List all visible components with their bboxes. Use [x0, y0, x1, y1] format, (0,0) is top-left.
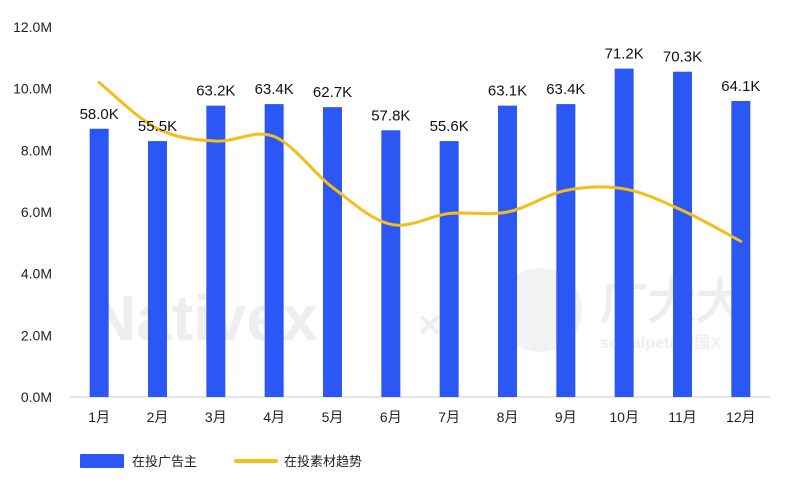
- bar: [498, 105, 517, 397]
- x-tick-label: 4月: [263, 409, 285, 425]
- x-tick-label: 11月: [668, 409, 697, 425]
- bar: [439, 141, 459, 397]
- bar: [614, 68, 634, 397]
- bar: [673, 71, 692, 397]
- y-tick-label: 0.0M: [21, 389, 52, 405]
- bar: [556, 104, 576, 397]
- bar: [381, 130, 401, 397]
- x-tick-label: 7月: [438, 409, 460, 425]
- x-tick-label: 8月: [497, 409, 519, 425]
- y-tick-label: 4.0M: [21, 266, 52, 282]
- bar-data-label: 63.4K: [546, 81, 585, 98]
- data-labels: 58.0K 55.5K 63.2K 63.4K 62.7K 57.8K 55.6K 63.1K…: [80, 46, 761, 135]
- legend-swatch-bar: [80, 454, 124, 468]
- bar: [323, 107, 342, 398]
- watermark-left: Nativex: [90, 282, 318, 354]
- x-tick-label: 10月: [609, 409, 639, 425]
- y-tick-label: 8.0M: [21, 142, 52, 158]
- bar-data-label: 71.2K: [605, 46, 644, 63]
- legend-label-bar: 在投广告主: [132, 454, 197, 469]
- bar: [731, 101, 751, 397]
- x-tick-label: 1月: [88, 409, 110, 425]
- bar-data-label: 64.1K: [721, 78, 760, 95]
- x-tick-label: 6月: [380, 409, 402, 425]
- y-axis: 0.0M 2.0M 4.0M 6.0M 8.0M 10.0M 12.0M: [13, 19, 52, 405]
- x-axis: 1月 2月 3月 4月 5月 6月 7月 8月 9月 10月 11月 12月: [88, 409, 755, 425]
- x-tick-label: 9月: [555, 409, 577, 425]
- bar-data-label: 58.0K: [80, 106, 119, 123]
- y-tick-label: 10.0M: [13, 81, 52, 97]
- watermark: Nativex × 广大大 socialpeta中国X: [90, 268, 744, 354]
- bar: [89, 128, 109, 397]
- legend: 在投广告主 在投素材趋势: [80, 454, 362, 469]
- bar-data-label: 63.2K: [196, 83, 235, 100]
- x-tick-label: 3月: [205, 409, 227, 425]
- bar-data-label: 63.4K: [255, 81, 294, 98]
- legend-label-line: 在投素材趋势: [284, 454, 362, 469]
- x-tick-label: 2月: [147, 409, 169, 425]
- y-tick-label: 12.0M: [13, 19, 52, 35]
- bar: [148, 141, 167, 397]
- bar-data-label: 70.3K: [663, 49, 702, 66]
- bar-data-label: 55.5K: [138, 118, 177, 135]
- x-tick-label: 5月: [322, 409, 344, 425]
- y-tick-label: 2.0M: [21, 327, 52, 343]
- y-tick-label: 6.0M: [21, 204, 52, 220]
- bar: [264, 104, 284, 397]
- bar-data-label: 57.8K: [371, 107, 410, 124]
- x-tick-label: 12月: [726, 409, 756, 425]
- bar-data-label: 62.7K: [313, 84, 352, 101]
- bar-data-label: 63.1K: [488, 83, 527, 100]
- bar: [206, 105, 226, 397]
- bar-data-label: 55.6K: [430, 118, 469, 135]
- trend-line: [97, 81, 743, 243]
- bar-series: [89, 68, 751, 398]
- watermark-separator: ×: [418, 303, 441, 347]
